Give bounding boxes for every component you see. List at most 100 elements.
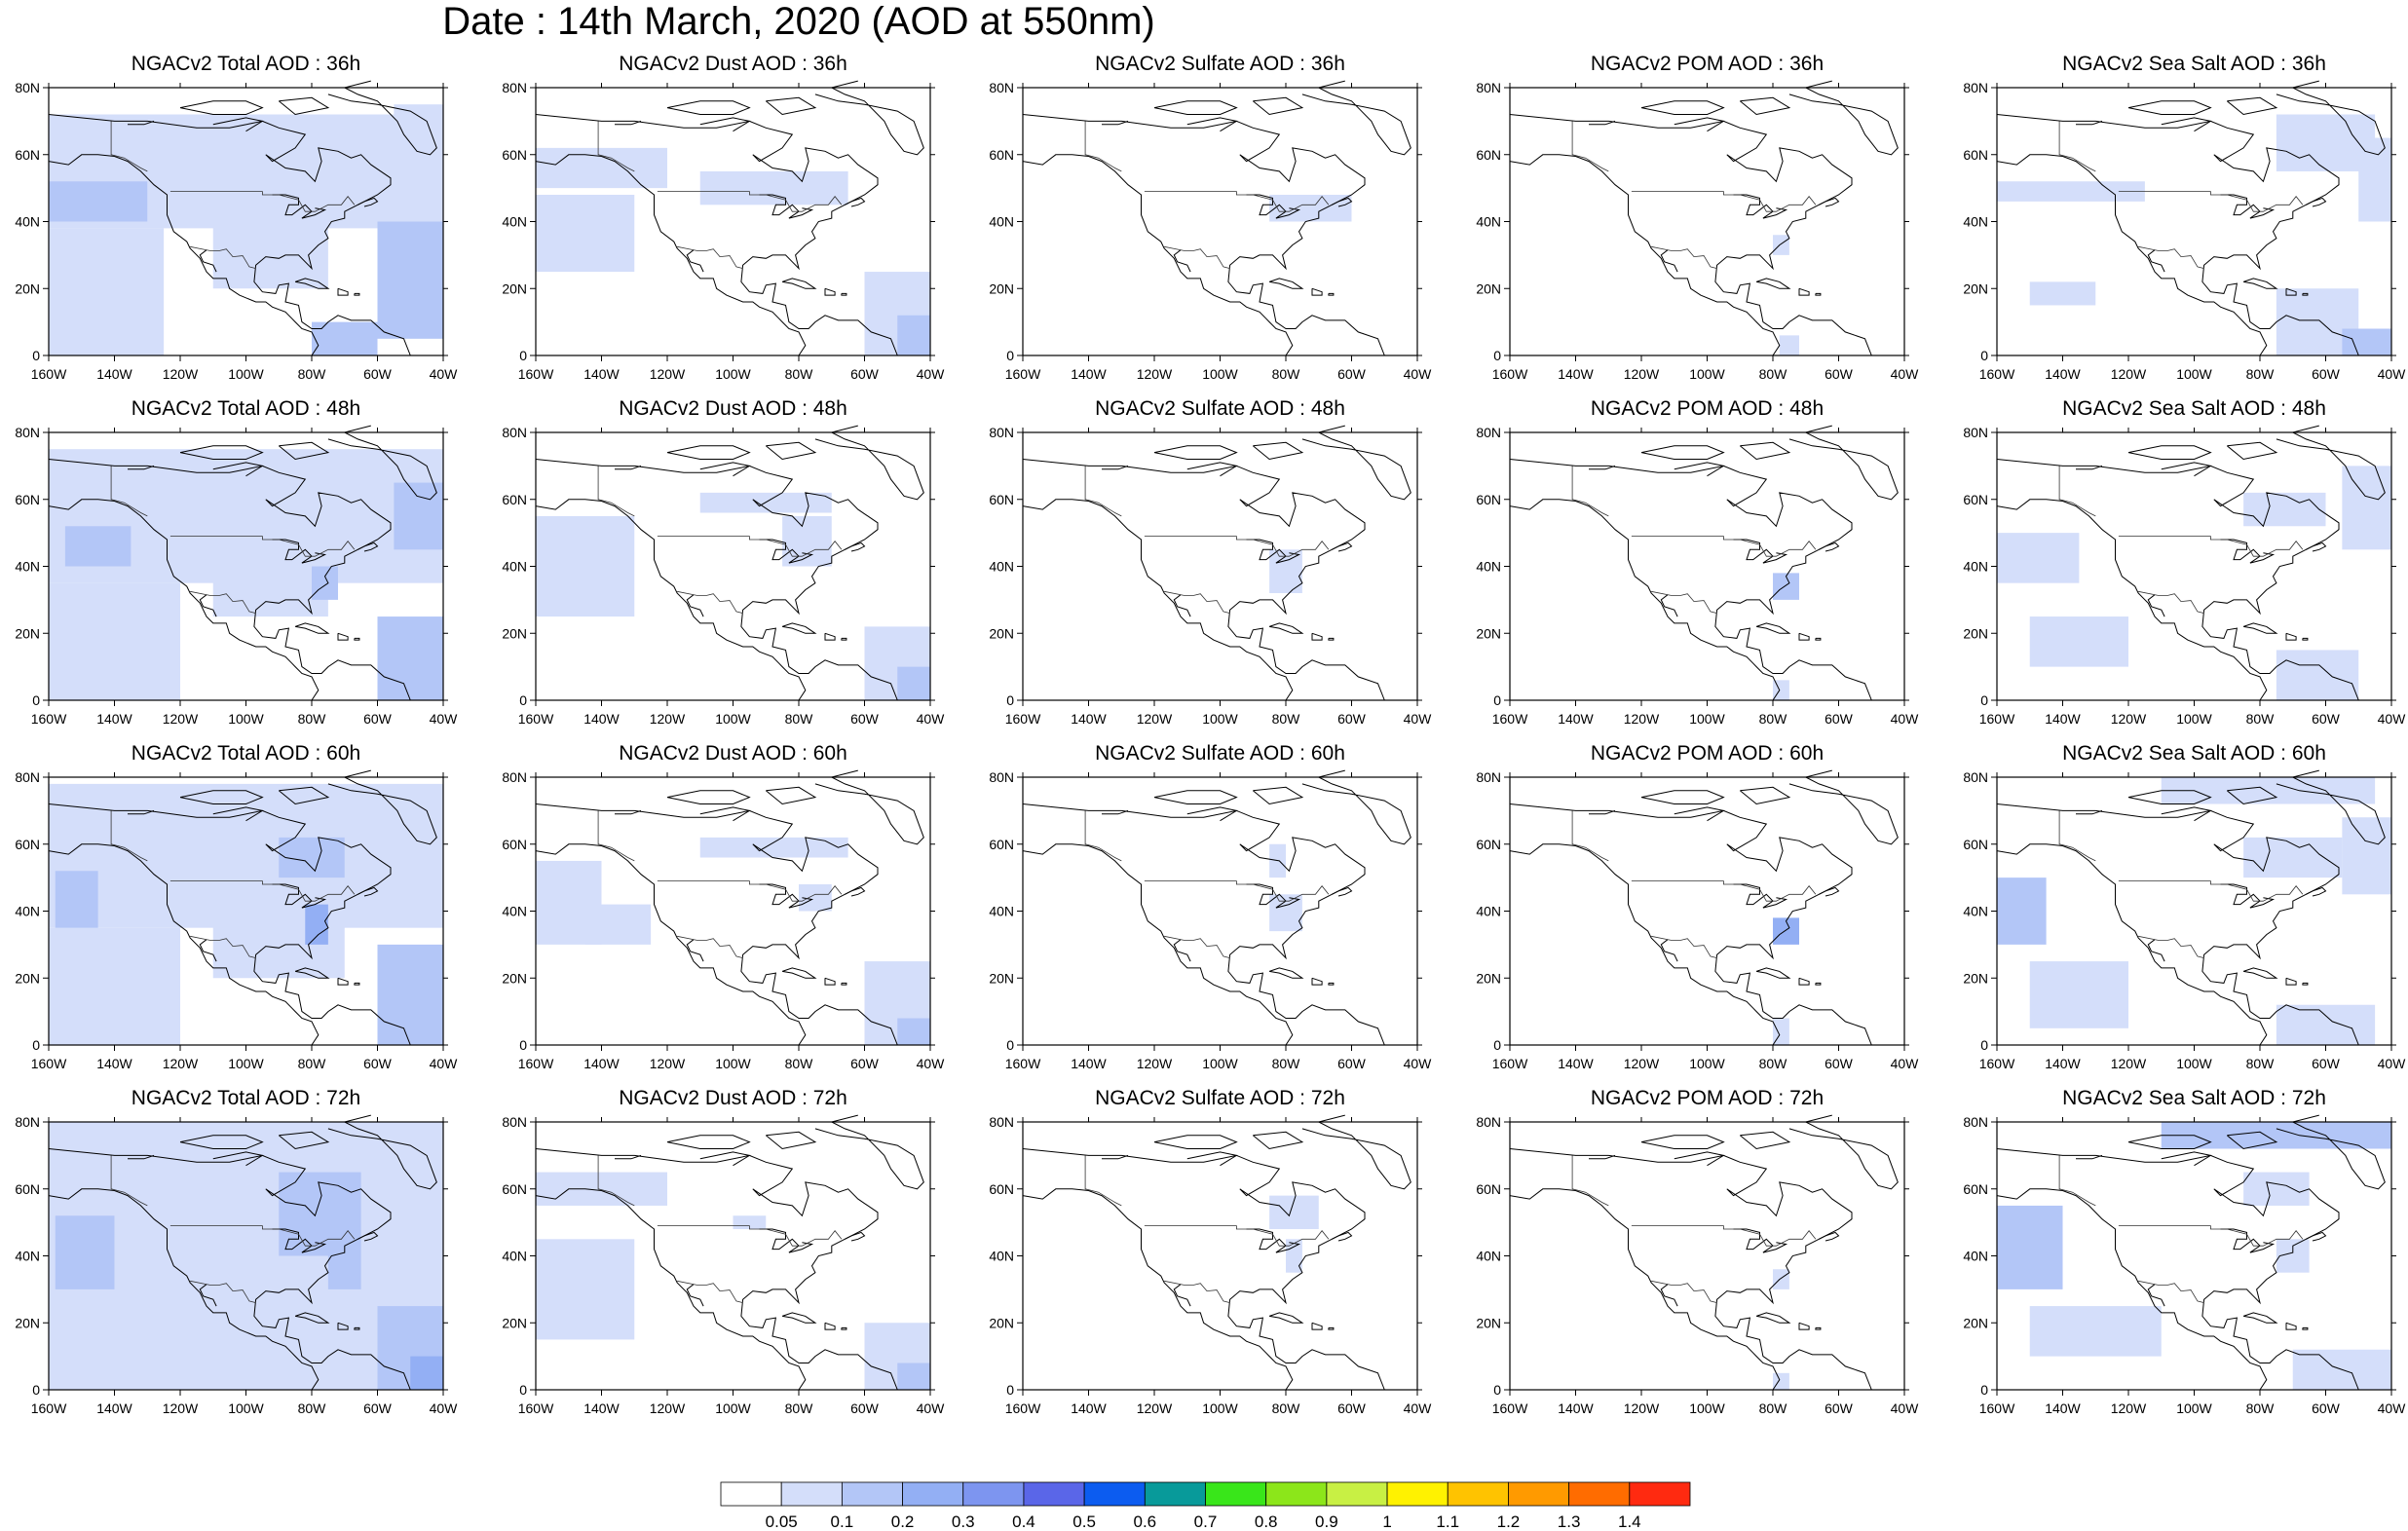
aod-shading bbox=[410, 1356, 443, 1390]
x-tick-label: 80W bbox=[1272, 1056, 1301, 1071]
coastline bbox=[841, 1326, 847, 1330]
x-tick-label: 80W bbox=[2246, 711, 2276, 727]
aod-shading bbox=[536, 515, 635, 617]
y-tick-label: 40N bbox=[989, 1249, 1014, 1264]
y-tick-label: 60N bbox=[1476, 837, 1501, 852]
map-plot: 160W 140W 120W 100W 80W 60W 40W 0 20N 40N 60N 80N bbox=[989, 80, 1432, 382]
colorbar-label: 1.2 bbox=[1497, 1512, 1521, 1531]
country-border bbox=[1571, 1155, 1609, 1207]
aod-shading bbox=[2029, 1306, 2162, 1357]
x-tick-label: 100W bbox=[1689, 1056, 1725, 1071]
coastline bbox=[1674, 462, 1725, 477]
aod-shading bbox=[2029, 961, 2128, 1028]
coastline bbox=[1788, 431, 1899, 501]
coastline bbox=[295, 769, 371, 778]
y-tick-label: 0 bbox=[32, 1037, 40, 1053]
aod-shading bbox=[1779, 335, 1799, 355]
map-panel-r1-c5: NGACv2 Sea Salt AOD : 36h 160W 140W 120W 100… bbox=[1948, 53, 2408, 382]
country-border bbox=[2118, 536, 2304, 557]
plot-frame bbox=[1509, 431, 1905, 701]
colorbar-swatch bbox=[1629, 1481, 1691, 1507]
x-tick-label: 120W bbox=[163, 711, 199, 727]
coastline bbox=[1269, 425, 1345, 433]
coastline bbox=[1332, 541, 1353, 552]
plot-frame bbox=[1509, 87, 1905, 356]
coastline bbox=[845, 541, 866, 552]
aod-shading bbox=[1997, 533, 2080, 583]
x-tick-label: 160W bbox=[518, 1400, 554, 1416]
x-tick-label: 160W bbox=[518, 1056, 554, 1071]
coastline bbox=[278, 1131, 330, 1150]
coastline bbox=[1328, 982, 1335, 986]
y-tick-label: 40N bbox=[15, 1249, 40, 1264]
country-border bbox=[1651, 245, 1717, 269]
coastline bbox=[1269, 1114, 1345, 1123]
country-border bbox=[2058, 810, 2096, 862]
coastline bbox=[1733, 1228, 1788, 1253]
x-tick-label: 140W bbox=[2045, 366, 2081, 382]
y-tick-label: 20N bbox=[502, 280, 527, 296]
coastline bbox=[1815, 292, 1822, 296]
coastline bbox=[1788, 87, 1899, 156]
coastline bbox=[1509, 803, 1872, 1046]
coastline bbox=[212, 117, 264, 132]
x-tick-label: 140W bbox=[1558, 1056, 1594, 1071]
panel-title: NGACv2 POM AOD : 48h bbox=[1590, 397, 1825, 420]
x-tick-label: 80W bbox=[298, 711, 327, 727]
x-tick-label: 40W bbox=[2378, 366, 2407, 382]
x-tick-label: 60W bbox=[363, 711, 393, 727]
y-tick-label: 0 bbox=[519, 1382, 527, 1398]
x-tick-label: 100W bbox=[1202, 711, 1238, 727]
coastline bbox=[666, 790, 751, 804]
x-tick-label: 120W bbox=[2111, 711, 2147, 727]
coastline bbox=[2306, 541, 2327, 552]
coastline bbox=[824, 287, 836, 296]
coastline bbox=[2161, 1151, 2212, 1167]
country-border bbox=[597, 1155, 635, 1207]
y-tick-label: 20N bbox=[989, 970, 1014, 986]
y-tick-label: 20N bbox=[989, 625, 1014, 641]
coastline bbox=[2076, 809, 2103, 815]
coastline bbox=[2147, 249, 2165, 273]
country-border bbox=[2138, 935, 2204, 958]
coastline bbox=[1301, 87, 1411, 156]
coastline bbox=[1269, 769, 1345, 778]
x-tick-label: 40W bbox=[430, 366, 459, 382]
x-tick-label: 80W bbox=[785, 1056, 814, 1071]
coastline bbox=[1301, 776, 1411, 845]
coastline bbox=[2276, 776, 2386, 845]
aod-shading bbox=[897, 315, 930, 355]
panel-title: NGACv2 Total AOD : 72h bbox=[131, 1087, 361, 1109]
coastline bbox=[765, 441, 817, 461]
x-tick-label: 140W bbox=[1071, 1056, 1107, 1071]
coastline bbox=[1328, 292, 1335, 296]
coastline bbox=[272, 539, 327, 564]
x-tick-label: 40W bbox=[917, 711, 946, 727]
plot-frame bbox=[1022, 776, 1418, 1046]
coastline bbox=[1674, 1151, 1725, 1167]
coastline bbox=[1819, 541, 1840, 552]
y-tick-label: 0 bbox=[519, 348, 527, 363]
y-tick-label: 0 bbox=[1493, 348, 1501, 363]
aod-shading bbox=[49, 228, 165, 355]
country-border bbox=[1144, 1225, 1330, 1247]
panel-title: NGACv2 Dust AOD : 72h bbox=[619, 1087, 847, 1109]
panel-title: NGACv2 Sulfate AOD : 60h bbox=[1095, 742, 1345, 765]
aod-shading bbox=[1286, 1239, 1302, 1273]
country-border bbox=[677, 935, 743, 958]
coastline bbox=[1996, 1148, 2359, 1391]
coastline bbox=[1589, 809, 1616, 815]
country-border bbox=[1571, 810, 1609, 862]
coastline bbox=[1252, 1131, 1304, 1150]
x-tick-label: 80W bbox=[2246, 1056, 2276, 1071]
coastline bbox=[48, 1148, 411, 1391]
coastline bbox=[1153, 790, 1238, 804]
coastline bbox=[199, 249, 217, 273]
coastline bbox=[179, 100, 264, 115]
coastline bbox=[294, 967, 330, 979]
country-border bbox=[1651, 590, 1717, 614]
map-plot: 160W 140W 120W 100W 80W 60W 40W 0 20N 40N 60N 80N bbox=[502, 80, 945, 382]
coastline bbox=[48, 1188, 320, 1391]
x-tick-label: 80W bbox=[2246, 1400, 2276, 1416]
coastline bbox=[1246, 539, 1301, 564]
